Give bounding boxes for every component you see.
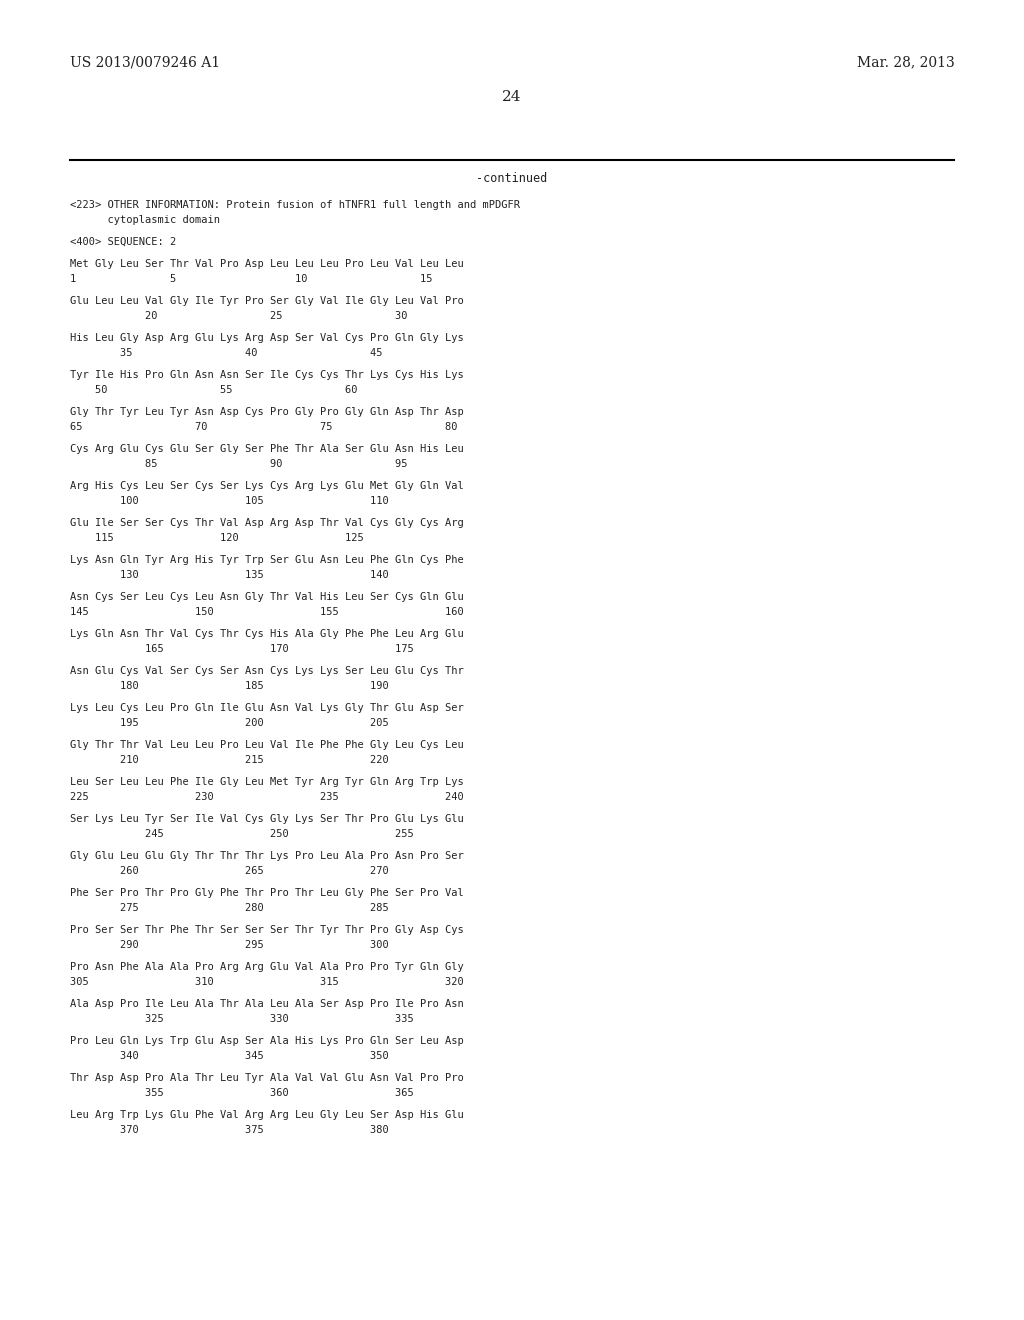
Text: cytoplasmic domain: cytoplasmic domain	[70, 215, 219, 224]
Text: 65                  70                  75                  80: 65 70 75 80	[70, 422, 457, 432]
Text: Ser Lys Leu Tyr Ser Ile Val Cys Gly Lys Ser Thr Pro Glu Lys Glu: Ser Lys Leu Tyr Ser Ile Val Cys Gly Lys …	[70, 814, 464, 824]
Text: 275                 280                 285: 275 280 285	[70, 903, 388, 913]
Text: Pro Leu Gln Lys Trp Glu Asp Ser Ala His Lys Pro Gln Ser Leu Asp: Pro Leu Gln Lys Trp Glu Asp Ser Ala His …	[70, 1036, 464, 1047]
Text: Lys Gln Asn Thr Val Cys Thr Cys His Ala Gly Phe Phe Leu Arg Glu: Lys Gln Asn Thr Val Cys Thr Cys His Ala …	[70, 630, 464, 639]
Text: 225                 230                 235                 240: 225 230 235 240	[70, 792, 464, 803]
Text: 355                 360                 365: 355 360 365	[70, 1088, 414, 1098]
Text: 290                 295                 300: 290 295 300	[70, 940, 388, 950]
Text: Cys Arg Glu Cys Glu Ser Gly Ser Phe Thr Ala Ser Glu Asn His Leu: Cys Arg Glu Cys Glu Ser Gly Ser Phe Thr …	[70, 445, 464, 454]
Text: Glu Leu Leu Val Gly Ile Tyr Pro Ser Gly Val Ile Gly Leu Val Pro: Glu Leu Leu Val Gly Ile Tyr Pro Ser Gly …	[70, 296, 464, 306]
Text: 145                 150                 155                 160: 145 150 155 160	[70, 607, 464, 616]
Text: 115                 120                 125: 115 120 125	[70, 533, 364, 543]
Text: Arg His Cys Leu Ser Cys Ser Lys Cys Arg Lys Glu Met Gly Gln Val: Arg His Cys Leu Ser Cys Ser Lys Cys Arg …	[70, 482, 464, 491]
Text: 20                  25                  30: 20 25 30	[70, 312, 408, 321]
Text: Mar. 28, 2013: Mar. 28, 2013	[857, 55, 954, 69]
Text: 370                 375                 380: 370 375 380	[70, 1125, 388, 1135]
Text: 85                  90                  95: 85 90 95	[70, 459, 408, 469]
Text: Tyr Ile His Pro Gln Asn Asn Ser Ile Cys Cys Thr Lys Cys His Lys: Tyr Ile His Pro Gln Asn Asn Ser Ile Cys …	[70, 370, 464, 380]
Text: -continued: -continued	[476, 172, 548, 185]
Text: 325                 330                 335: 325 330 335	[70, 1014, 414, 1024]
Text: Ala Asp Pro Ile Leu Ala Thr Ala Leu Ala Ser Asp Pro Ile Pro Asn: Ala Asp Pro Ile Leu Ala Thr Ala Leu Ala …	[70, 999, 464, 1010]
Text: 210                 215                 220: 210 215 220	[70, 755, 388, 766]
Text: 24: 24	[502, 90, 522, 104]
Text: 305                 310                 315                 320: 305 310 315 320	[70, 977, 464, 987]
Text: Met Gly Leu Ser Thr Val Pro Asp Leu Leu Leu Pro Leu Val Leu Leu: Met Gly Leu Ser Thr Val Pro Asp Leu Leu …	[70, 259, 464, 269]
Text: 260                 265                 270: 260 265 270	[70, 866, 388, 876]
Text: Lys Asn Gln Tyr Arg His Tyr Trp Ser Glu Asn Leu Phe Gln Cys Phe: Lys Asn Gln Tyr Arg His Tyr Trp Ser Glu …	[70, 556, 464, 565]
Text: Lys Leu Cys Leu Pro Gln Ile Glu Asn Val Lys Gly Thr Glu Asp Ser: Lys Leu Cys Leu Pro Gln Ile Glu Asn Val …	[70, 704, 464, 713]
Text: Glu Ile Ser Ser Cys Thr Val Asp Arg Asp Thr Val Cys Gly Cys Arg: Glu Ile Ser Ser Cys Thr Val Asp Arg Asp …	[70, 519, 464, 528]
Text: Leu Arg Trp Lys Glu Phe Val Arg Arg Leu Gly Leu Ser Asp His Glu: Leu Arg Trp Lys Glu Phe Val Arg Arg Leu …	[70, 1110, 464, 1121]
Text: 50                  55                  60: 50 55 60	[70, 385, 357, 395]
Text: Asn Cys Ser Leu Cys Leu Asn Gly Thr Val His Leu Ser Cys Gln Glu: Asn Cys Ser Leu Cys Leu Asn Gly Thr Val …	[70, 593, 464, 602]
Text: Gly Thr Tyr Leu Tyr Asn Asp Cys Pro Gly Pro Gly Gln Asp Thr Asp: Gly Thr Tyr Leu Tyr Asn Asp Cys Pro Gly …	[70, 407, 464, 417]
Text: 340                 345                 350: 340 345 350	[70, 1051, 388, 1061]
Text: Gly Glu Leu Glu Gly Thr Thr Thr Lys Pro Leu Ala Pro Asn Pro Ser: Gly Glu Leu Glu Gly Thr Thr Thr Lys Pro …	[70, 851, 464, 861]
Text: 165                 170                 175: 165 170 175	[70, 644, 414, 653]
Text: 130                 135                 140: 130 135 140	[70, 570, 388, 579]
Text: <400> SEQUENCE: 2: <400> SEQUENCE: 2	[70, 238, 176, 247]
Text: 245                 250                 255: 245 250 255	[70, 829, 414, 840]
Text: 195                 200                 205: 195 200 205	[70, 718, 388, 729]
Text: US 2013/0079246 A1: US 2013/0079246 A1	[70, 55, 220, 69]
Text: His Leu Gly Asp Arg Glu Lys Arg Asp Ser Val Cys Pro Gln Gly Lys: His Leu Gly Asp Arg Glu Lys Arg Asp Ser …	[70, 333, 464, 343]
Text: <223> OTHER INFORMATION: Protein fusion of hTNFR1 full length and mPDGFR: <223> OTHER INFORMATION: Protein fusion …	[70, 201, 519, 210]
Text: 1               5                   10                  15: 1 5 10 15	[70, 275, 432, 284]
Text: Gly Thr Thr Val Leu Leu Pro Leu Val Ile Phe Phe Gly Leu Cys Leu: Gly Thr Thr Val Leu Leu Pro Leu Val Ile …	[70, 741, 464, 750]
Text: 35                  40                  45: 35 40 45	[70, 348, 382, 358]
Text: Phe Ser Pro Thr Pro Gly Phe Thr Pro Thr Leu Gly Phe Ser Pro Val: Phe Ser Pro Thr Pro Gly Phe Thr Pro Thr …	[70, 888, 464, 898]
Text: Pro Asn Phe Ala Ala Pro Arg Arg Glu Val Ala Pro Pro Tyr Gln Gly: Pro Asn Phe Ala Ala Pro Arg Arg Glu Val …	[70, 962, 464, 973]
Text: Pro Ser Ser Thr Phe Thr Ser Ser Ser Thr Tyr Thr Pro Gly Asp Cys: Pro Ser Ser Thr Phe Thr Ser Ser Ser Thr …	[70, 925, 464, 935]
Text: Asn Glu Cys Val Ser Cys Ser Asn Cys Lys Lys Ser Leu Glu Cys Thr: Asn Glu Cys Val Ser Cys Ser Asn Cys Lys …	[70, 667, 464, 676]
Text: Leu Ser Leu Leu Phe Ile Gly Leu Met Tyr Arg Tyr Gln Arg Trp Lys: Leu Ser Leu Leu Phe Ile Gly Leu Met Tyr …	[70, 777, 464, 787]
Text: 100                 105                 110: 100 105 110	[70, 496, 388, 506]
Text: 180                 185                 190: 180 185 190	[70, 681, 388, 690]
Text: Thr Asp Asp Pro Ala Thr Leu Tyr Ala Val Val Glu Asn Val Pro Pro: Thr Asp Asp Pro Ala Thr Leu Tyr Ala Val …	[70, 1073, 464, 1084]
